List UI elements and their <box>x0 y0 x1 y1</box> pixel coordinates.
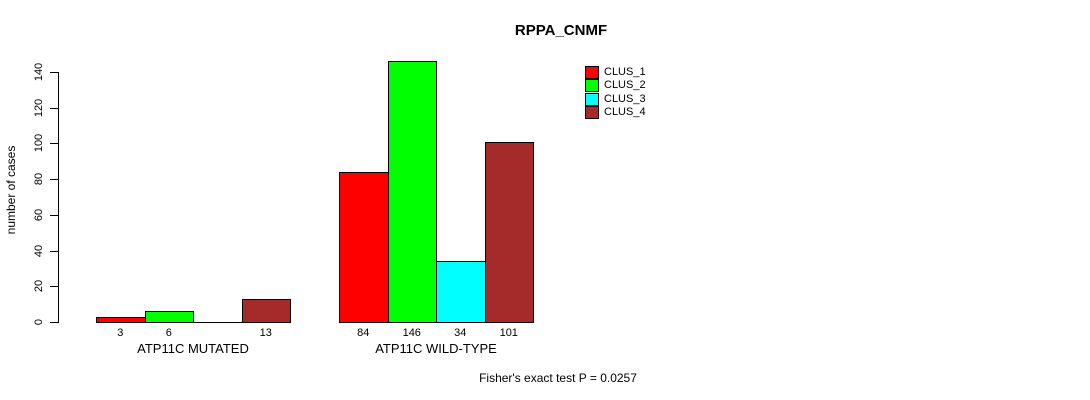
y-axis-tick-label: 60 <box>33 208 45 221</box>
y-axis-tick-label: 0 <box>33 318 45 326</box>
x-group-label: ATP11C MUTATED <box>137 341 249 356</box>
y-axis-tick <box>50 72 58 73</box>
bar-CLUS_4 <box>484 141 534 323</box>
legend-row: CLUS_3 <box>585 92 646 106</box>
bar-CLUS_1 <box>96 316 146 323</box>
bar-CLUS_3-zero <box>193 322 243 323</box>
legend-label: CLUS_1 <box>604 66 646 79</box>
bar-value-label: 84 <box>357 327 370 339</box>
y-axis-tick-label: 120 <box>33 98 45 117</box>
legend-swatch <box>585 92 599 106</box>
bar-value-label: 6 <box>165 327 172 339</box>
bar-value-label: 101 <box>499 327 518 339</box>
legend: CLUS_1 CLUS_2 CLUS_3 CLUS_4 <box>585 66 646 120</box>
y-axis-tick-label: 40 <box>33 244 45 257</box>
legend-row: CLUS_4 <box>585 106 646 120</box>
y-axis-tick <box>50 250 58 252</box>
legend-swatch <box>585 79 599 93</box>
bar-CLUS_3 <box>436 261 486 323</box>
bar-CLUS_2 <box>144 311 194 323</box>
bar-value-label: 146 <box>402 327 421 339</box>
annotation-text: Fisher's exact test P = 0.0257 <box>479 371 637 385</box>
y-axis-tick <box>50 286 58 288</box>
y-axis-tick-label: 20 <box>33 280 45 293</box>
y-axis-tick <box>50 179 58 181</box>
bar-value-label: 13 <box>259 327 272 339</box>
y-axis-tick-label: 140 <box>33 62 45 82</box>
legend-label: CLUS_4 <box>604 106 646 119</box>
bar-CLUS_2 <box>387 61 437 323</box>
y-axis-tick <box>50 143 58 145</box>
bar-value-label: 3 <box>117 327 124 339</box>
y-axis-line <box>58 72 59 323</box>
legend-swatch <box>585 106 599 120</box>
y-axis-tick-label: 100 <box>33 134 45 153</box>
chart-title: RPPA_CNMF <box>514 22 608 39</box>
x-group-label: ATP11C WILD-TYPE <box>375 341 497 356</box>
y-axis-tick <box>50 214 58 216</box>
y-axis-tick <box>50 107 58 109</box>
legend-label: CLUS_3 <box>604 92 646 105</box>
legend-row: CLUS_2 <box>585 79 646 93</box>
bar-CLUS_4 <box>241 298 291 323</box>
legend-row: CLUS_1 <box>585 66 646 80</box>
legend-swatch <box>585 66 599 80</box>
y-axis-tick <box>50 322 58 323</box>
bar-CLUS_1 <box>339 172 389 323</box>
y-axis-tick-label: 80 <box>33 173 45 186</box>
legend-label: CLUS_2 <box>604 79 646 92</box>
bar-value-label: 34 <box>454 327 467 339</box>
